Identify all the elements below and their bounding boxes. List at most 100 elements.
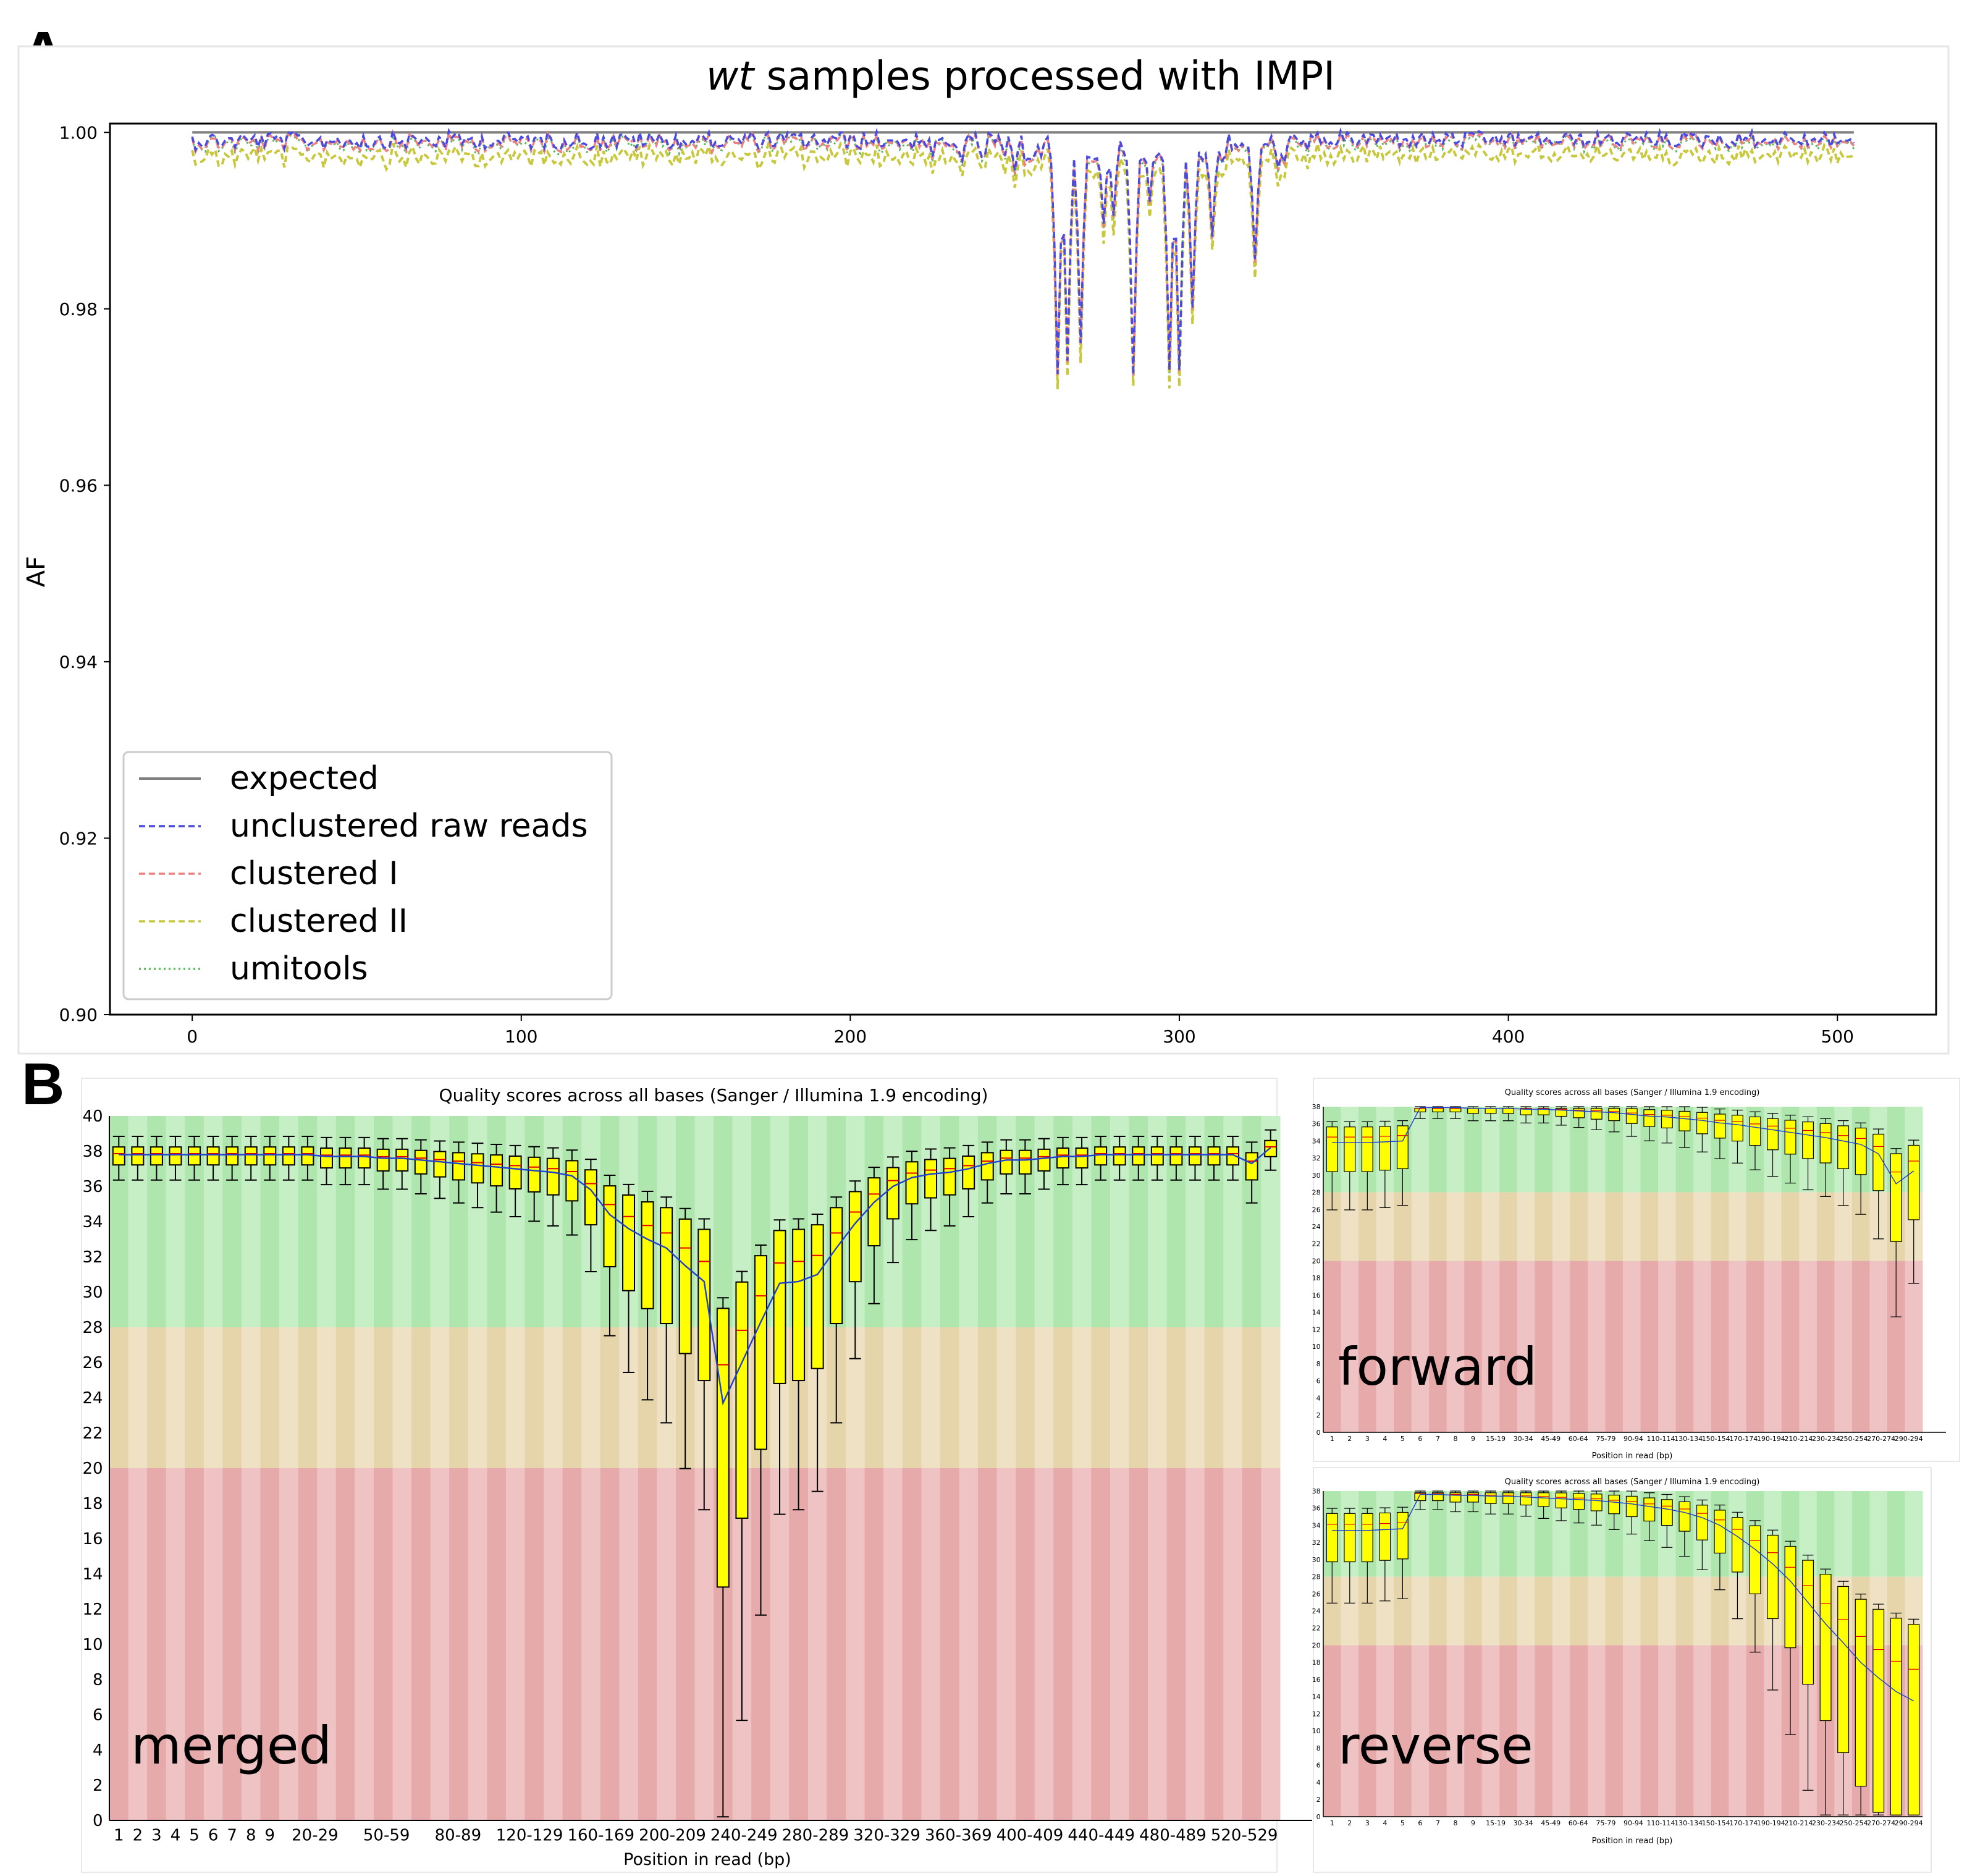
box-iqr: [867, 1177, 881, 1247]
box-iqr: [1169, 1146, 1183, 1166]
quality-zone-stripe: [355, 1468, 374, 1820]
x-tick-label: 9: [1471, 1435, 1475, 1443]
box-iqr: [603, 1185, 617, 1267]
quality-zone-stripe: [1446, 1645, 1465, 1817]
x-tick-label: 2: [133, 1827, 143, 1845]
quality-zone-stripe: [1570, 1261, 1588, 1432]
quality-zone-stripe: [317, 1327, 337, 1468]
quality-zone-stripe: [1781, 1192, 1800, 1261]
quality-zone-stripe: [298, 1327, 318, 1468]
quality-zone-stripe: [1394, 1645, 1412, 1817]
quality-zone-stripe: [1658, 1576, 1677, 1646]
box-iqr: [1590, 1108, 1603, 1120]
reverse-x-axis-label: Position in read (bp): [1592, 1836, 1673, 1846]
quality-zone-stripe: [921, 1327, 941, 1468]
quality-zone-stripe: [1587, 1576, 1606, 1646]
quality-zone-stripe: [1499, 1192, 1518, 1261]
quality-zone-stripe: [1851, 1261, 1870, 1432]
quality-zone-stripe: [335, 1468, 355, 1820]
quality-zone-stripe: [902, 1468, 922, 1820]
box-iqr: [1396, 1511, 1409, 1560]
box-iqr: [206, 1146, 220, 1166]
quality-zone-stripe: [1587, 1645, 1606, 1817]
quality-zone-stripe: [864, 1468, 884, 1820]
quality-zone-stripe: [1499, 1576, 1518, 1646]
y-tick-label: 30: [1312, 1556, 1321, 1564]
quality-zone-stripe: [1223, 1468, 1243, 1820]
quality-zone-stripe: [430, 1468, 450, 1820]
box-iqr: [735, 1281, 749, 1519]
quality-zone-stripe: [1358, 1261, 1377, 1432]
quality-zone-stripe: [1446, 1261, 1465, 1432]
box-iqr: [376, 1148, 390, 1172]
x-tick-label: 0: [187, 1026, 198, 1047]
x-tick-label: 75-79: [1596, 1819, 1615, 1827]
y-tick-label: 32: [1312, 1154, 1321, 1162]
y-tick-label: 12: [1312, 1325, 1321, 1333]
box-iqr: [754, 1255, 767, 1450]
quality-zone-stripe: [864, 1327, 884, 1468]
quality-zone-stripe: [1869, 1261, 1888, 1432]
quality-zone-stripe: [241, 1468, 261, 1820]
quality-zone-stripe: [1587, 1261, 1606, 1432]
box-iqr: [1643, 1497, 1656, 1522]
box-iqr: [811, 1224, 824, 1369]
y-tick-label: 30: [1312, 1172, 1321, 1180]
box-iqr: [1361, 1126, 1373, 1172]
y-tick-label: 14: [83, 1565, 103, 1584]
quality-zone-stripe: [1693, 1576, 1712, 1646]
quality-zone-stripe: [1429, 1192, 1447, 1261]
quality-zone-stripe: [638, 1468, 657, 1820]
quality-zone-stripe: [1411, 1192, 1430, 1261]
y-tick-label: 24: [1312, 1223, 1321, 1231]
quality-zone-stripe: [1570, 1645, 1588, 1817]
box-iqr: [1056, 1147, 1069, 1169]
y-tick-label: 32: [83, 1248, 103, 1267]
y-tick-label: 34: [83, 1213, 103, 1232]
series-line-clustered-I: [191, 129, 1855, 377]
x-tick-label: 4: [1383, 1435, 1387, 1443]
af-line-chart: wt samples processed with IMPI 0.90 0.92 0…: [17, 45, 1950, 1055]
box-iqr: [1819, 1573, 1832, 1722]
quality-zone-stripe: [1464, 1261, 1483, 1432]
box-iqr: [962, 1155, 975, 1189]
box-iqr: [1714, 1510, 1726, 1554]
quality-zone-stripe: [1535, 1576, 1553, 1646]
legend-label: clustered II: [230, 903, 408, 940]
reverse-quality-chart: Quality scores across all bases (Sanger …: [1312, 1467, 1932, 1873]
y-tick-label: 14: [1312, 1309, 1321, 1317]
series-line-unclustered-raw-reads: [191, 126, 1855, 375]
y-tick-label: 40: [83, 1107, 103, 1126]
quality-zone-stripe: [1186, 1468, 1205, 1820]
x-tick-label: 5: [1400, 1435, 1405, 1443]
quality-zone-stripe: [1764, 1192, 1782, 1261]
box-iqr: [848, 1191, 862, 1283]
quality-zone-stripe: [1446, 1576, 1465, 1646]
quality-zone-stripe: [902, 1327, 922, 1468]
box-iqr: [1661, 1110, 1673, 1128]
y-tick-label: 22: [1312, 1625, 1321, 1633]
box-iqr: [905, 1161, 919, 1205]
y-tick-label: 6: [1316, 1377, 1321, 1385]
quality-zone-stripe: [487, 1468, 507, 1820]
box-iqr: [1767, 1534, 1779, 1620]
quality-zone-stripe: [1411, 1576, 1430, 1646]
box-iqr: [1538, 1492, 1550, 1507]
box-iqr: [1113, 1146, 1126, 1166]
quality-zone-stripe: [1623, 1261, 1641, 1432]
x-tick-label: 5: [1400, 1819, 1405, 1827]
quality-zone-stripe: [1091, 1468, 1111, 1820]
box-iqr: [886, 1167, 899, 1220]
quality-zone-stripe: [1675, 1192, 1694, 1261]
quality-zone-stripe: [977, 1327, 998, 1468]
x-tick-label: 1: [114, 1827, 124, 1845]
x-tick-label: 400: [1492, 1026, 1525, 1047]
quality-zone-stripe: [1323, 1261, 1342, 1432]
x-tick-label: 4: [1383, 1819, 1387, 1827]
box-iqr: [1837, 1586, 1850, 1754]
y-tick-label: 10: [83, 1636, 103, 1654]
y-tick-label: 38: [83, 1143, 103, 1161]
y-tick-label: 14: [1312, 1693, 1321, 1701]
quality-zone-stripe: [1816, 1491, 1835, 1577]
quality-zone-stripe: [505, 1468, 525, 1820]
